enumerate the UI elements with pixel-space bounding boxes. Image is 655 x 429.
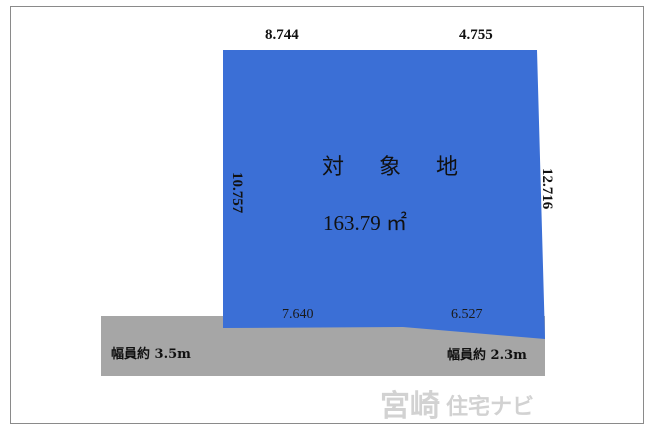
watermark-brand-sub: 住宅ナビ (446, 394, 534, 420)
watermark-brand-main: 宮崎 (380, 389, 440, 424)
top-right-dimension: 4.755 (459, 27, 493, 43)
lot-title: 対 象 地 (322, 155, 472, 180)
lot-area-value: 163.79 ㎡ (323, 211, 407, 235)
road-right-label: 幅員約 2.3m (447, 347, 527, 363)
road-area (101, 316, 545, 376)
right-dimension: 12.716 (539, 168, 555, 210)
bottom-right-dimension: 6.527 (451, 307, 483, 322)
bottom-left-dimension: 7.640 (282, 307, 314, 322)
left-dimension: 10.757 (229, 172, 245, 214)
lot-area (223, 50, 545, 339)
road-left-label: 幅員約 3.5m (111, 346, 191, 362)
top-left-dimension: 8.744 (265, 27, 299, 43)
